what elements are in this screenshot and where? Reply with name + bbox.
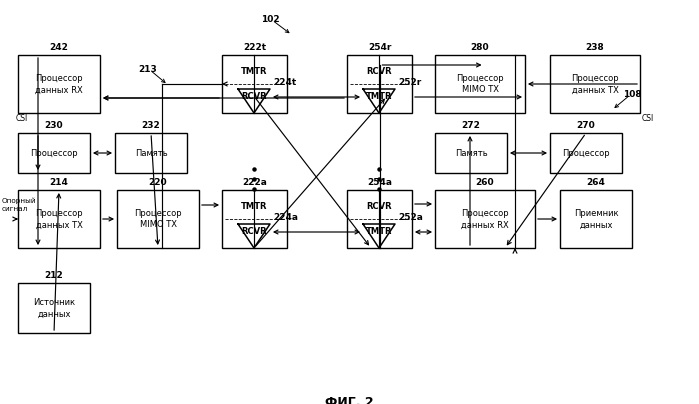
Text: 214: 214	[50, 178, 69, 187]
Bar	[435, 190, 535, 248]
Text: 220: 220	[149, 178, 167, 187]
Bar	[550, 133, 622, 173]
Bar	[347, 190, 412, 248]
Text: RCVR: RCVR	[367, 202, 392, 211]
Text: RCVR: RCVR	[242, 92, 267, 101]
Text: 252a: 252a	[398, 213, 423, 222]
Text: 260: 260	[476, 178, 494, 187]
Bar	[18, 133, 90, 173]
Bar	[435, 55, 525, 113]
Text: 222a: 222a	[242, 178, 267, 187]
Bar	[18, 190, 100, 248]
Text: RCVR: RCVR	[242, 227, 267, 236]
Text: Память: Память	[454, 149, 487, 158]
Text: 232: 232	[142, 121, 160, 130]
Text: 238: 238	[586, 43, 605, 52]
Text: ФИГ. 2: ФИГ. 2	[325, 396, 374, 404]
Text: 242: 242	[50, 43, 69, 52]
Text: 102: 102	[261, 15, 280, 24]
Bar	[347, 55, 412, 113]
Bar	[222, 55, 287, 113]
Text: Приемник
данных: Приемник данных	[574, 208, 619, 229]
Text: 213: 213	[138, 65, 157, 74]
Text: 230: 230	[45, 121, 64, 130]
Text: 252r: 252r	[398, 78, 421, 87]
Bar	[117, 190, 199, 248]
Text: Процессор: Процессор	[30, 149, 78, 158]
Text: 212: 212	[45, 271, 64, 280]
Text: 224t: 224t	[273, 78, 296, 87]
Text: 280: 280	[470, 43, 489, 52]
Text: TMTR: TMTR	[241, 67, 268, 76]
Text: CSI: CSI	[16, 114, 28, 123]
Text: 224a: 224a	[273, 213, 298, 222]
Text: 222t: 222t	[243, 43, 266, 52]
Text: 254a: 254a	[367, 178, 392, 187]
Text: Источник
данных: Источник данных	[33, 298, 75, 318]
Text: Процессор
данных RX: Процессор данных RX	[461, 208, 509, 229]
Text: 264: 264	[586, 178, 605, 187]
Text: RCVR: RCVR	[367, 67, 392, 76]
Text: 108: 108	[623, 90, 641, 99]
Text: Процессор
данных TX: Процессор данных TX	[571, 74, 619, 95]
Text: Опорный
сигнал: Опорный сигнал	[2, 198, 36, 212]
Bar	[18, 55, 100, 113]
Text: TMTR: TMTR	[366, 92, 393, 101]
Bar	[115, 133, 187, 173]
Text: 270: 270	[577, 121, 596, 130]
Bar	[550, 55, 640, 113]
Bar	[18, 283, 90, 333]
Text: Процессор
данных TX: Процессор данных TX	[35, 208, 82, 229]
Text: TMTR: TMTR	[366, 227, 393, 236]
Bar	[560, 190, 632, 248]
Text: CSI: CSI	[642, 114, 654, 123]
Text: Процессор
MIMO TX: Процессор MIMO TX	[134, 208, 182, 229]
Bar	[222, 190, 287, 248]
Text: Процессор
данных RX: Процессор данных RX	[35, 74, 83, 95]
Text: 272: 272	[461, 121, 480, 130]
Bar	[435, 133, 507, 173]
Text: 254r: 254r	[368, 43, 391, 52]
Text: Память: Память	[135, 149, 167, 158]
Text: Процессор: Процессор	[562, 149, 610, 158]
Text: Процессор
MIMO TX: Процессор MIMO TX	[456, 74, 504, 95]
Text: TMTR: TMTR	[241, 202, 268, 211]
